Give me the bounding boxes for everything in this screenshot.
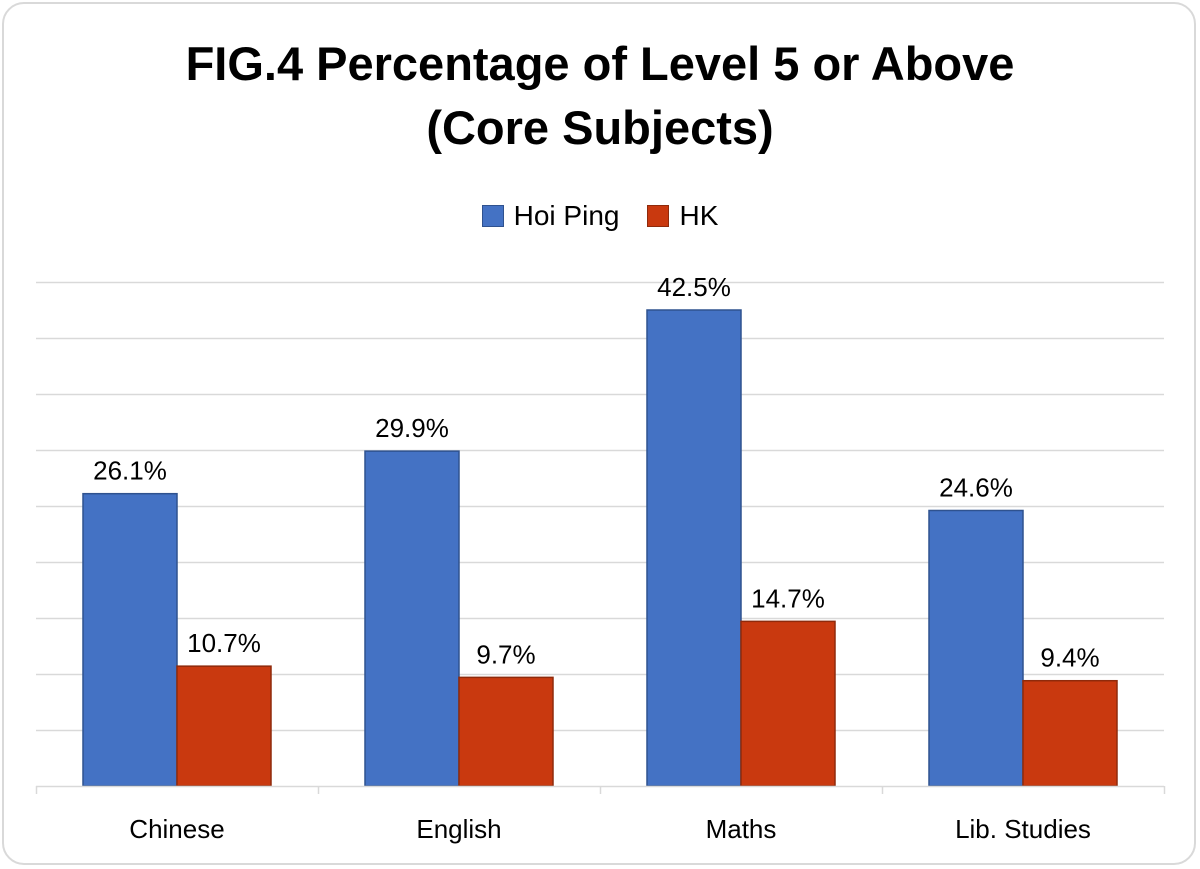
- bar-hoi-ping: [364, 450, 460, 787]
- x-tick-label: Lib. Studies: [955, 814, 1091, 844]
- bar-hk: [176, 665, 272, 787]
- data-label-hoi-ping: 29.9%: [375, 413, 449, 443]
- x-tick-label: English: [416, 814, 501, 844]
- legend-item-hk: HK: [647, 200, 718, 232]
- data-label-hk: 14.7%: [751, 583, 825, 613]
- data-label-hoi-ping: 42.5%: [657, 272, 731, 302]
- bar-hk: [740, 620, 836, 787]
- data-label-hoi-ping: 24.6%: [939, 472, 1013, 502]
- data-label-hk: 10.7%: [187, 628, 261, 658]
- chart-title: FIG.4 Percentage of Level 5 or Above (Co…: [0, 32, 1200, 160]
- data-label-hk: 9.4%: [1040, 643, 1099, 673]
- x-tick-label: Maths: [706, 814, 777, 844]
- bar-hoi-ping: [928, 509, 1024, 787]
- data-label-hk: 9.7%: [476, 639, 535, 669]
- chart-title-line-2: (Core Subjects): [426, 101, 774, 154]
- x-tick-label: Chinese: [129, 814, 224, 844]
- legend-swatch-hoi-ping: [481, 205, 504, 227]
- bar-hoi-ping: [82, 492, 178, 787]
- legend-label-hk: HK: [679, 200, 719, 231]
- bar-hoi-ping: [646, 309, 742, 787]
- legend-swatch-hk: [647, 205, 670, 227]
- bar-hk: [1022, 679, 1118, 787]
- bar-hk: [458, 676, 554, 787]
- legend-label-hoi-ping: Hoi Ping: [513, 200, 620, 231]
- data-label-hoi-ping: 26.1%: [93, 456, 167, 486]
- chart-title-line-1: FIG.4 Percentage of Level 5 or Above: [185, 37, 1015, 90]
- chart-legend: Hoi Ping HK: [0, 200, 1200, 232]
- legend-item-hoi-ping: Hoi Ping: [481, 200, 620, 232]
